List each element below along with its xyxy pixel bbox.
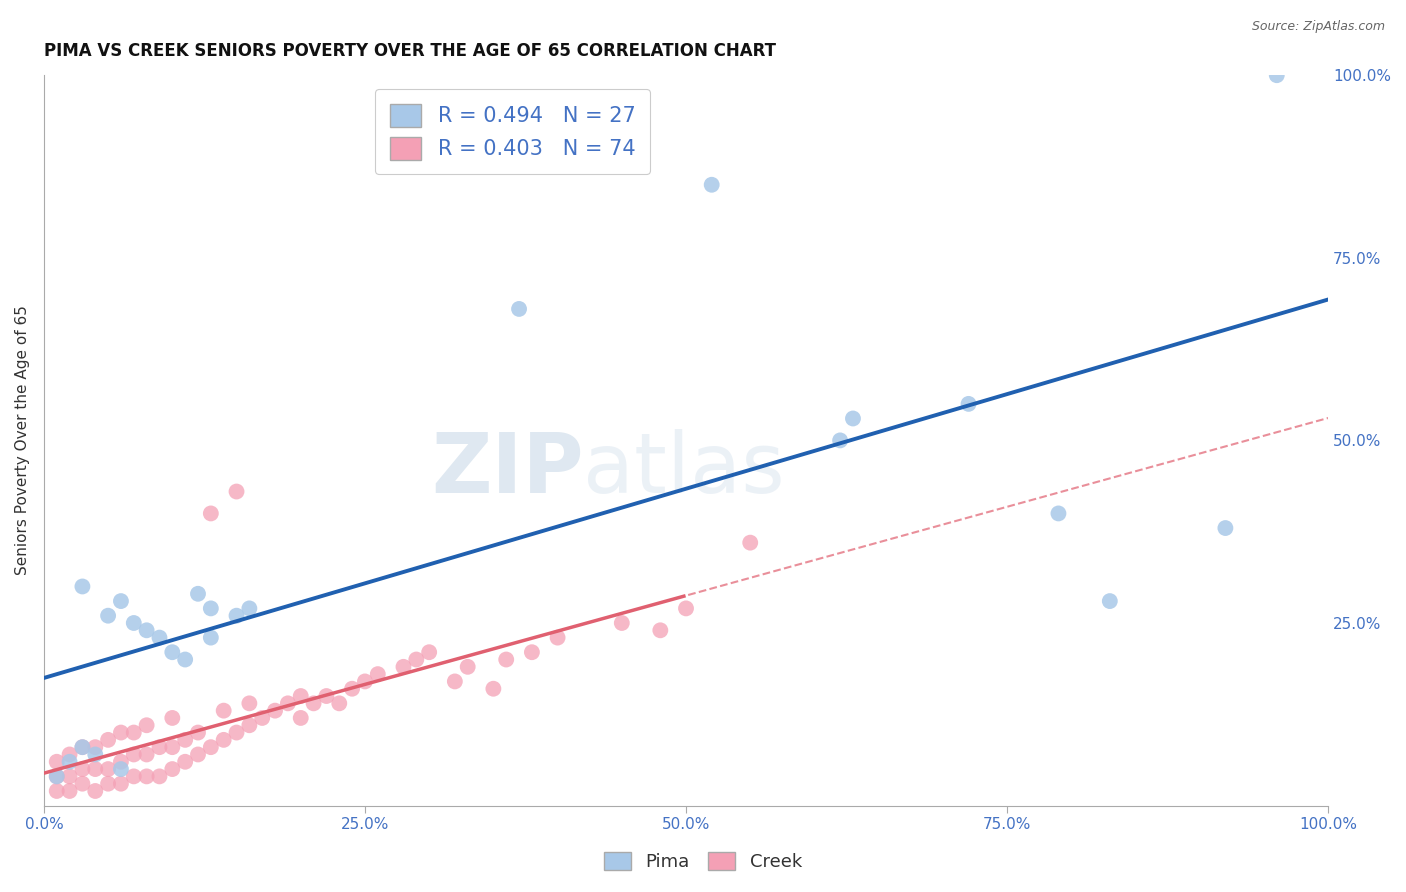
Point [110, 762, 132, 776]
Point [1047, 507, 1070, 521]
Point [225, 484, 247, 499]
Point [45, 769, 67, 783]
Point [148, 740, 170, 755]
Point [650, 624, 672, 638]
Point [148, 631, 170, 645]
Point [250, 711, 273, 725]
Point [264, 704, 287, 718]
Point [135, 747, 157, 762]
Point [842, 411, 865, 425]
Point [457, 660, 479, 674]
Point [45, 769, 67, 783]
Point [520, 645, 543, 659]
Point [212, 704, 235, 718]
Point [495, 652, 517, 666]
Point [367, 667, 389, 681]
Point [110, 725, 132, 739]
Point [418, 645, 440, 659]
Point [135, 624, 157, 638]
Point [200, 507, 222, 521]
Point [212, 732, 235, 747]
Point [1215, 521, 1237, 535]
Point [97, 777, 120, 791]
Point [174, 652, 197, 666]
Point [72, 740, 94, 755]
Point [187, 725, 209, 739]
Point [957, 397, 980, 411]
Point [84, 747, 107, 762]
Point [58, 747, 80, 762]
Point [340, 681, 363, 696]
Point [405, 652, 427, 666]
Point [200, 631, 222, 645]
Point [162, 645, 184, 659]
Point [225, 608, 247, 623]
Point [58, 769, 80, 783]
Text: Source: ZipAtlas.com: Source: ZipAtlas.com [1251, 20, 1385, 33]
Point [1098, 594, 1121, 608]
Point [122, 725, 145, 739]
Point [135, 769, 157, 783]
Point [238, 696, 260, 710]
Point [392, 660, 415, 674]
Point [187, 587, 209, 601]
Point [72, 579, 94, 593]
Point [740, 535, 762, 549]
Point [58, 755, 80, 769]
Point [547, 631, 569, 645]
Point [122, 769, 145, 783]
Point [122, 615, 145, 630]
Point [315, 689, 337, 703]
Point [162, 762, 184, 776]
Point [225, 725, 247, 739]
Point [238, 718, 260, 732]
Point [302, 696, 325, 710]
Point [162, 711, 184, 725]
Y-axis label: Seniors Poverty Over the Age of 65: Seniors Poverty Over the Age of 65 [15, 305, 30, 575]
Point [174, 732, 197, 747]
Point [200, 740, 222, 755]
Legend: Pima, Creek: Pima, Creek [598, 845, 808, 879]
Point [1265, 68, 1288, 82]
Point [482, 681, 505, 696]
Point [830, 434, 852, 448]
Point [162, 740, 184, 755]
Point [97, 732, 120, 747]
Point [187, 747, 209, 762]
Point [72, 777, 94, 791]
Point [508, 301, 530, 316]
Point [45, 755, 67, 769]
Point [97, 608, 120, 623]
Point [110, 594, 132, 608]
Point [238, 601, 260, 615]
Point [72, 740, 94, 755]
Text: PIMA VS CREEK SENIORS POVERTY OVER THE AGE OF 65 CORRELATION CHART: PIMA VS CREEK SENIORS POVERTY OVER THE A… [44, 42, 776, 60]
Point [675, 601, 697, 615]
Point [290, 711, 312, 725]
Point [58, 784, 80, 798]
Point [110, 755, 132, 769]
Point [97, 762, 120, 776]
Point [110, 777, 132, 791]
Point [45, 784, 67, 798]
Point [328, 696, 350, 710]
Point [72, 762, 94, 776]
Point [174, 755, 197, 769]
Point [84, 740, 107, 755]
Point [277, 696, 299, 710]
Point [84, 762, 107, 776]
Text: ZIP: ZIP [430, 429, 583, 510]
Point [135, 718, 157, 732]
Point [610, 615, 633, 630]
Point [290, 689, 312, 703]
Point [84, 784, 107, 798]
Point [444, 674, 467, 689]
Point [148, 769, 170, 783]
Text: atlas: atlas [583, 429, 785, 510]
Point [200, 601, 222, 615]
Point [354, 674, 377, 689]
Point [700, 178, 723, 192]
Point [122, 747, 145, 762]
Legend: R = 0.494   N = 27, R = 0.403   N = 74: R = 0.494 N = 27, R = 0.403 N = 74 [375, 89, 650, 174]
